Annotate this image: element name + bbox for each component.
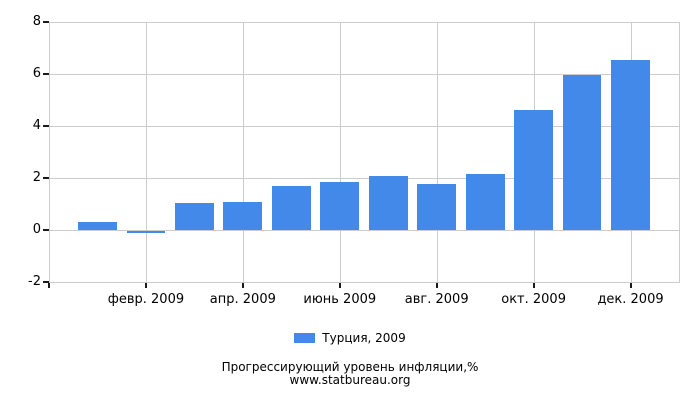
y-axis-label: 8 (32, 14, 41, 29)
gridline-x (145, 22, 147, 282)
x-axis-tick (532, 283, 535, 288)
y-axis-tick (43, 73, 49, 75)
gridline-y (49, 178, 680, 179)
x-axis-tick (435, 283, 438, 288)
gridline-y (49, 230, 680, 231)
bar (562, 75, 602, 230)
x-axis-label: авг. 2009 (404, 292, 469, 307)
bar (78, 222, 117, 230)
x-axis-tick (241, 283, 244, 288)
chart-title: Прогрессирующий уровень инфляции,% (221, 360, 479, 374)
bar (223, 202, 263, 230)
source-url: www.statbureau.org (289, 372, 411, 387)
y-axis-label: 6 (32, 66, 41, 81)
x-axis-tick (48, 283, 50, 288)
y-axis-tick (43, 21, 49, 23)
bar (271, 185, 311, 230)
gridline-y (49, 74, 680, 75)
gridline-x (339, 22, 341, 282)
x-axis-label: дек. 2009 (597, 292, 664, 307)
x-axis-tick (144, 283, 147, 288)
bar (465, 173, 505, 230)
plot-edge (679, 22, 680, 283)
x-axis-label: июнь 2009 (303, 292, 377, 307)
bar (514, 109, 553, 230)
bar (417, 183, 457, 230)
bar (126, 231, 166, 233)
bar (320, 182, 360, 230)
legend: Турция, 2009 (0, 330, 700, 346)
gridline-y (49, 282, 680, 283)
x-axis-label: окт. 2009 (501, 292, 566, 307)
y-axis-tick (43, 125, 49, 127)
y-axis-tick (43, 281, 49, 283)
y-axis-label: 0 (32, 222, 41, 237)
gridline-x (436, 22, 438, 282)
y-axis-tick (43, 229, 49, 231)
bar (611, 60, 650, 230)
y-axis-label: -2 (28, 274, 41, 289)
bar (175, 202, 214, 230)
legend-label: Турция, 2009 (322, 331, 406, 345)
chart-footer: Прогрессирующий уровень инфляции,% www.s… (0, 361, 700, 387)
y-axis-tick (43, 177, 49, 179)
x-axis-tick (629, 283, 632, 288)
x-axis-label: апр. 2009 (209, 292, 276, 307)
plot-edge (49, 22, 50, 283)
y-axis-label: 2 (32, 170, 41, 185)
gridline-x (242, 22, 244, 282)
y-axis-label: 4 (32, 118, 41, 133)
gridline-y (49, 22, 680, 23)
gridline-y (49, 126, 680, 127)
bar (368, 175, 408, 230)
x-axis-label: февр. 2009 (107, 292, 185, 307)
legend-swatch (294, 333, 316, 343)
x-axis-tick (338, 283, 341, 288)
